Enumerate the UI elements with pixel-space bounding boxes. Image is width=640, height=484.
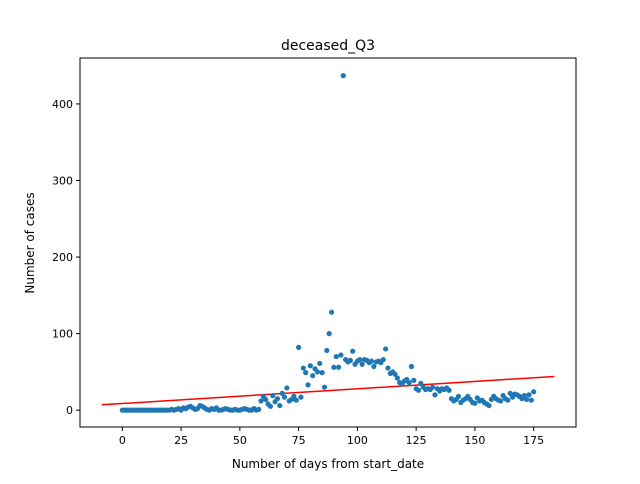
x-tick-label: 125 [406,434,427,447]
data-point [298,394,304,400]
data-point [526,392,532,398]
trendline-layer [101,375,555,406]
data-point [321,384,328,390]
data-point [371,363,377,370]
data-point [382,346,389,352]
data-point [394,375,400,381]
data-point [270,393,276,399]
data-point [505,397,511,403]
data-point [263,396,269,403]
x-axis-ticks: 0 25 50 75 100 125 150 175 [119,427,544,447]
data-point [418,380,424,386]
data-point [274,396,281,402]
data-point [507,390,513,396]
data-point [326,331,332,337]
trendline [101,375,555,406]
data-point [521,393,527,399]
x-tick-label: 0 [119,434,126,447]
data-point [446,387,452,393]
x-tick-label: 100 [347,434,368,447]
data-point [357,357,363,363]
data-point [284,385,290,391]
data-point [296,344,302,350]
data-point [319,370,325,376]
data-point [291,393,297,399]
data-point [317,360,323,367]
data-point [340,73,346,79]
x-tick-label: 50 [233,434,247,447]
x-tick-label: 25 [174,434,188,447]
data-point [324,347,330,354]
x-tick-label: 175 [523,434,544,447]
y-tick-label: 0 [66,404,73,417]
data-point [380,357,386,363]
y-axis-ticks: 0 100 200 300 400 [52,98,80,417]
data-point [368,358,375,364]
data-point [498,398,504,404]
data-point [331,364,337,370]
data-point [314,369,321,375]
data-point [333,353,339,360]
y-tick-label: 100 [52,328,73,341]
data-point [307,363,313,369]
data-point [531,389,537,395]
y-tick-label: 200 [52,251,73,264]
data-point [408,363,415,370]
data-point [310,373,316,379]
data-point [524,396,530,403]
data-point [350,348,356,354]
data-point [432,392,438,398]
data-point [406,379,412,386]
data-point [528,397,534,403]
data-point [486,402,492,409]
data-point [305,382,311,388]
data-point [472,400,478,406]
data-point [256,406,262,412]
chart-title: deceased_Q3 [281,38,375,54]
x-axis-label: Number of days from start_date [232,457,424,471]
data-point [335,364,342,370]
x-tick-label: 75 [292,434,306,447]
data-point [303,370,309,376]
data-point [347,357,353,363]
data-point [258,398,264,404]
y-tick-label: 400 [52,98,73,111]
y-tick-label: 300 [52,174,73,187]
data-points-layer [119,73,537,413]
data-point [338,352,344,358]
data-point [267,403,274,409]
data-point [277,402,283,409]
plot-area-frame [79,57,577,428]
y-axis-label: Number of cases [23,192,37,293]
x-tick-label: 150 [464,434,485,447]
data-point [279,390,285,396]
data-point [328,309,335,315]
data-point [430,384,436,390]
data-point [385,365,391,371]
data-point [411,377,417,383]
data-point [392,371,398,377]
data-point [359,361,365,367]
data-point [415,387,422,393]
data-point [300,365,306,371]
data-point [281,394,288,400]
data-point [293,397,299,403]
data-point [455,393,462,399]
